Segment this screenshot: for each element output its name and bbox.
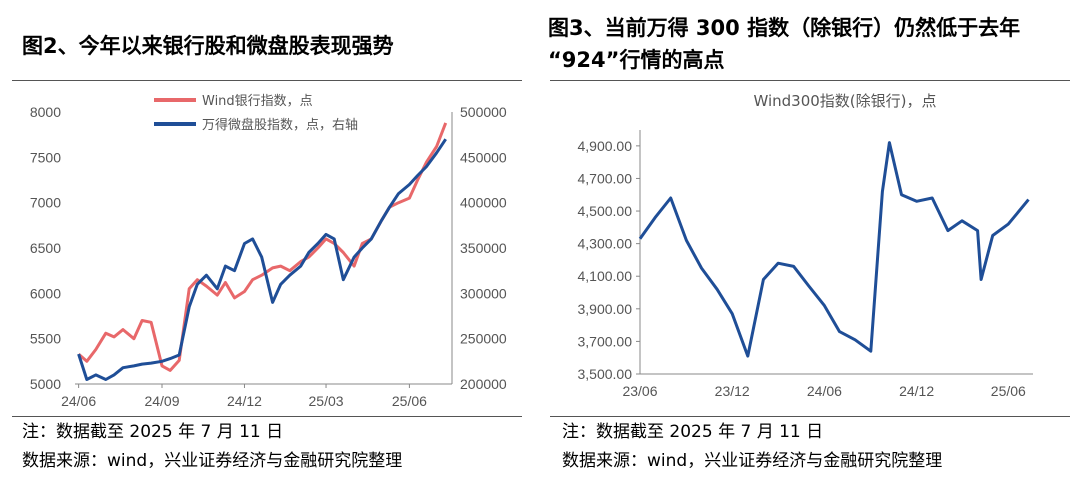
y-right-tick-label: 400000 [460, 195, 507, 211]
x-tick-label: 25/06 [991, 383, 1026, 399]
x-tick-label: 24/06 [807, 383, 842, 399]
y-left-tick-label: 7000 [30, 195, 61, 211]
footnote-date: 注：数据截至 2025 年 7 月 11 日 [562, 422, 824, 442]
y-tick-label: 3,700.00 [578, 333, 633, 349]
y-right-tick-label: 250000 [460, 331, 507, 347]
chart-right: Wind300指数(除银行)，点 3,500.00 3,700.00 3,900.00… [578, 92, 1033, 399]
panel-bank-vs-microcap: 图2、今年以来银行股和微盘股表现强势 5000 5500 6000 6500 7000 7… [12, 34, 522, 471]
divider-top [550, 80, 1070, 81]
y-right-tick-label: 350000 [460, 240, 507, 256]
y-right-tick-label: 500000 [460, 104, 507, 120]
y-tick-label: 4,900.00 [578, 138, 633, 154]
figure-title: 图3、当前万得 300 指数（除银行）仍然低于去年 “924”行情的高点 [548, 12, 1020, 76]
y-tick-label: 3,900.00 [578, 301, 633, 317]
figure-title-line2: “924”行情的高点 [548, 48, 725, 72]
x-tick-label: 24/12 [227, 393, 262, 409]
y-tick-label: 4,100.00 [578, 268, 633, 284]
footnote-source: 数据来源：wind，兴业证券经济与金融研究院整理 [22, 451, 403, 471]
chart-left: 5000 5500 6000 6500 7000 7500 8000 200000 250000… [30, 94, 507, 409]
x-tick-label: 25/06 [392, 393, 427, 409]
y-right-tick-label: 300000 [460, 285, 507, 301]
y-tick-label: 3,500.00 [578, 366, 633, 382]
figure-title-line1: 图3、当前万得 300 指数（除银行）仍然低于去年 [548, 16, 1021, 40]
x-tick-label: 24/12 [899, 383, 934, 399]
footnote-date: 注：数据截至 2025 年 7 月 11 日 [22, 422, 284, 442]
x-tick-label: 23/06 [622, 383, 657, 399]
legend-label-0: Wind银行指数，点 [202, 94, 313, 109]
y-right-tick-label: 450000 [460, 149, 507, 165]
y-left-tick-label: 6500 [30, 240, 61, 256]
x-tick-label: 24/06 [61, 393, 96, 409]
y-left-tick-label: 5000 [30, 376, 61, 392]
x-tick-label: 24/09 [144, 393, 179, 409]
divider-bottom [550, 416, 1070, 417]
divider-bottom [12, 416, 522, 417]
y-right-tick-label: 200000 [460, 376, 507, 392]
y-left-tick-label: 7500 [30, 149, 61, 165]
y-tick-label: 4,500.00 [578, 203, 633, 219]
series-line-0 [638, 141, 1030, 358]
y-tick-label: 4,300.00 [578, 236, 633, 252]
y-left-tick-label: 6000 [30, 285, 61, 301]
y-left-tick-label: 5500 [30, 331, 61, 347]
y-tick-label: 4,700.00 [578, 170, 633, 186]
footnote-source: 数据来源：wind，兴业证券经济与金融研究院整理 [562, 451, 943, 471]
panel-wind300-ex-bank: 图3、当前万得 300 指数（除银行）仍然低于去年 “924”行情的高点 Win… [540, 0, 1080, 483]
divider-top [12, 80, 522, 81]
legend-label-1: 万得微盘股指数，点，右轴 [202, 117, 358, 133]
y-left-tick-label: 8000 [30, 104, 61, 120]
series-line-0 [77, 122, 448, 372]
figure-title: 图2、今年以来银行股和微盘股表现强势 [22, 34, 394, 58]
x-tick-label: 25/03 [309, 393, 344, 409]
series-line-1 [77, 138, 447, 381]
x-tick-label: 23/12 [715, 383, 750, 399]
chart-title: Wind300指数(除银行)，点 [753, 92, 936, 110]
